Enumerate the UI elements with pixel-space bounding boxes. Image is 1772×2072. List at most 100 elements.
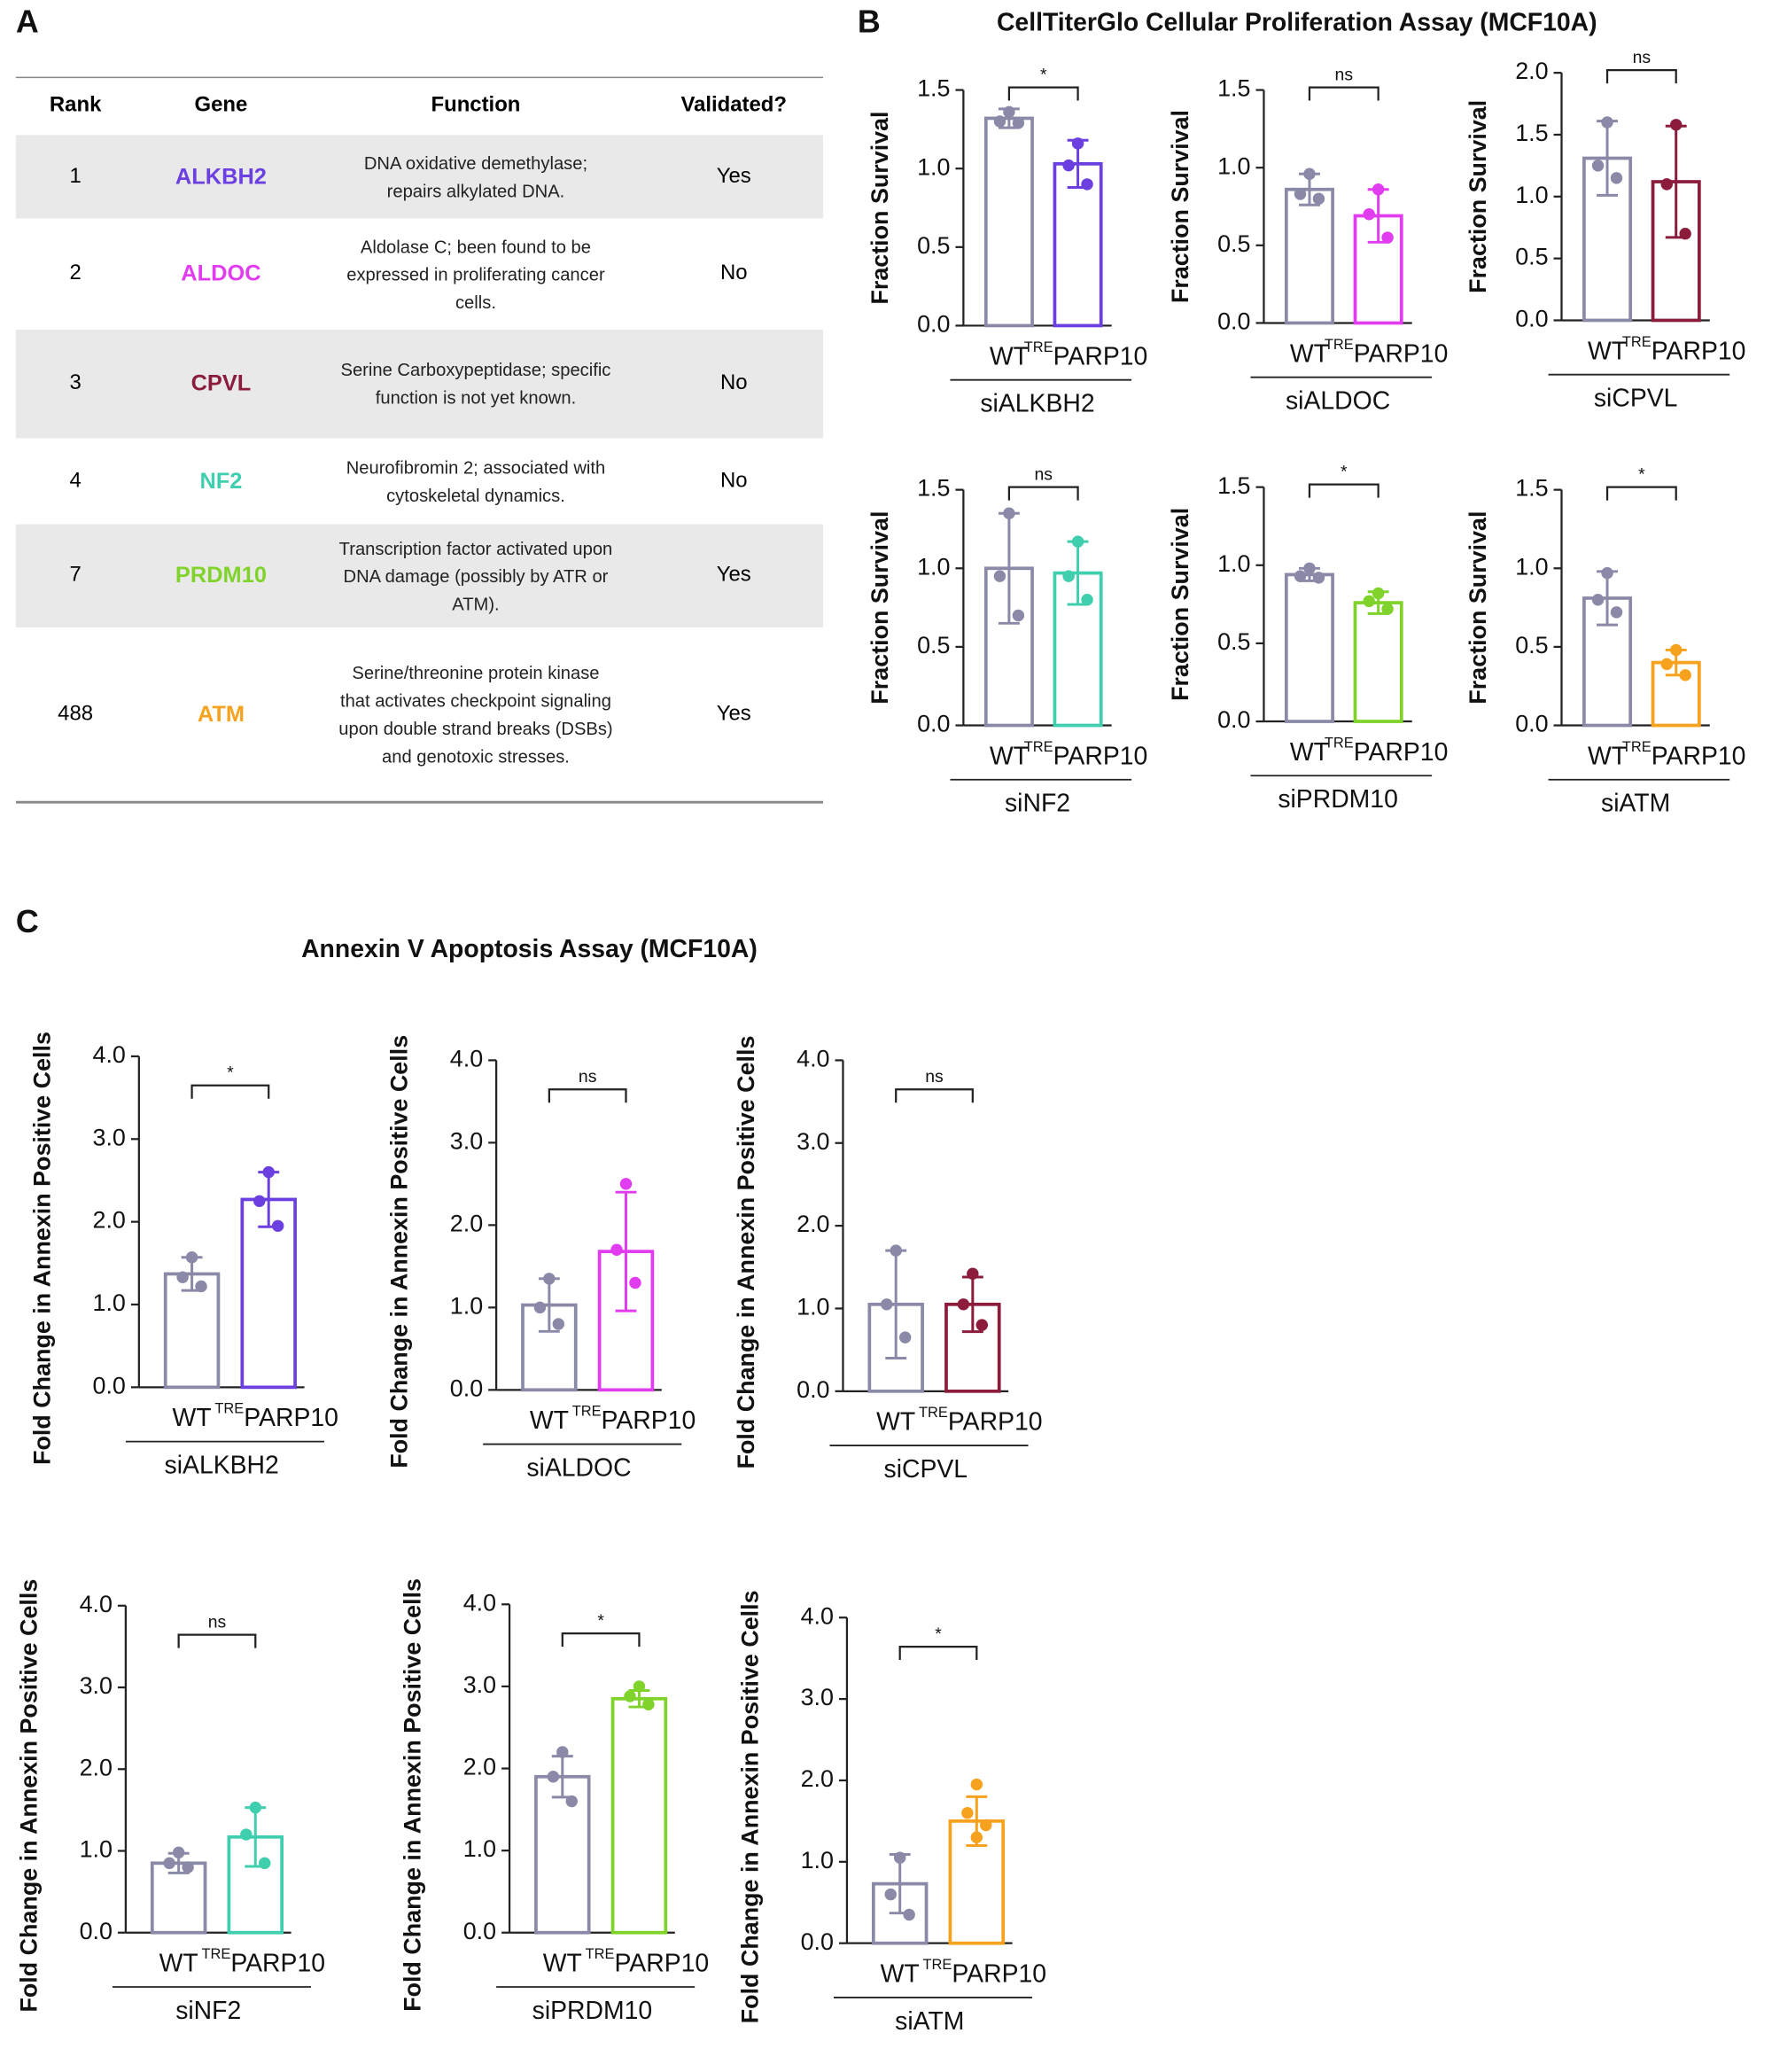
data-point	[1071, 535, 1084, 548]
y-axis-label: Fold Change in Annexin Positive Cells	[28, 1032, 55, 1465]
y-tick-label: 1.0	[80, 1836, 113, 1863]
significance-bracket	[895, 1088, 974, 1103]
group-label: siCPVL	[1594, 385, 1678, 413]
significance-label: *	[1341, 462, 1348, 481]
x-tick-label: TREPARP10	[923, 1957, 1047, 1988]
data-point	[898, 1331, 912, 1344]
category-label: WT	[990, 342, 1029, 370]
data-point	[629, 1276, 641, 1289]
significance-label: ns	[1034, 464, 1053, 484]
panel-title: CellTiterGlo Cellular Proliferation Assa…	[997, 8, 1597, 36]
x-tick-label: WT	[1290, 737, 1329, 766]
significance-bracket	[1007, 486, 1079, 501]
category-superscript: TRE	[214, 1401, 244, 1417]
y-axis-label: Fold Change in Annexin Positive Cells	[736, 1590, 763, 2023]
category-label: PARP10	[602, 1406, 696, 1435]
category-superscript: TRE	[923, 1957, 952, 1973]
panel-title: Annexin V Apoptosis Assay (MCF10A)	[301, 935, 758, 963]
x-tick-label: TREPARP10	[572, 1404, 696, 1435]
y-tick-label: 4.0	[797, 1046, 829, 1072]
data-point	[961, 1806, 974, 1819]
data-point	[163, 1857, 175, 1870]
y-tick-label: 0.0	[917, 711, 950, 737]
data-point	[890, 1244, 902, 1257]
validated: No	[719, 469, 748, 492]
y-tick-label: 1.5	[917, 475, 950, 502]
x-tick-label: WT	[1290, 339, 1329, 368]
data-point	[1372, 183, 1385, 196]
data-point	[556, 1746, 569, 1758]
category-superscript: TRE	[1325, 337, 1354, 353]
rank: 1	[69, 164, 82, 188]
group-label: siALDOC	[526, 1453, 631, 1482]
y-tick-label: 0.0	[917, 311, 950, 338]
group-label: siALDOC	[1286, 387, 1390, 416]
y-tick-label: 0.0	[1515, 306, 1548, 332]
group-label: siCPVL	[884, 1455, 968, 1484]
x-tick-label: WT	[543, 1949, 582, 1977]
y-axis-label: Fraction Survival	[867, 111, 893, 304]
data-point	[970, 1831, 983, 1843]
data-point	[993, 570, 1006, 582]
significance-label: *	[597, 1611, 604, 1631]
x-tick-label: TREPARP10	[1024, 739, 1148, 770]
data-point	[642, 1698, 655, 1711]
data-point	[240, 1828, 253, 1841]
significance-label: ns	[208, 1612, 227, 1632]
category-label: WT	[173, 1404, 212, 1432]
y-tick-label: 0.0	[801, 1928, 834, 1955]
data-point	[1312, 192, 1325, 205]
y-tick-label: 1.5	[1515, 120, 1548, 146]
data-point	[176, 1271, 189, 1283]
table-row: 1 ALKBH2 DNA oxidative demethylase; repair…	[15, 135, 824, 220]
table-row: 3 CPVL Serine Carboxypeptidase; specific f…	[15, 329, 824, 440]
rank: 488	[58, 702, 94, 725]
data-point	[547, 1771, 560, 1783]
validated: No	[719, 371, 748, 395]
function: Serine/threonine protein kinase that act…	[338, 662, 613, 767]
significance-bracket	[1308, 86, 1380, 101]
data-point	[1669, 119, 1683, 131]
y-tick-label: 2.0	[797, 1211, 829, 1237]
data-point	[1660, 658, 1673, 671]
x-tick-label: TREPARP10	[1325, 337, 1449, 368]
x-tick-label: WT	[990, 742, 1029, 770]
data-point	[1679, 669, 1691, 682]
gene: ALKBH2	[175, 163, 267, 189]
validated: Yes	[716, 164, 751, 188]
y-tick-label: 0.5	[1217, 628, 1250, 655]
data-point	[624, 1690, 636, 1702]
table-row: 488 ATM Serine/threonine protein kinase th…	[15, 628, 824, 801]
data-point	[552, 1318, 565, 1330]
significance-label: *	[1040, 65, 1047, 84]
gene: NF2	[199, 468, 243, 494]
y-tick-label: 2.0	[93, 1207, 126, 1234]
header-cell: Gene	[194, 94, 248, 117]
data-point	[1591, 160, 1605, 172]
data-point	[1363, 595, 1375, 608]
data-point	[1312, 572, 1325, 584]
group-label: siATM	[1601, 790, 1670, 818]
rank: 7	[69, 564, 82, 587]
data-point	[565, 1795, 578, 1808]
category-label: PARP10	[948, 1407, 1043, 1436]
y-axis-label: Fold Change in Annexin Positive Cells	[400, 1578, 426, 2012]
x-tick-label: WT	[881, 1959, 920, 1988]
validated: No	[719, 261, 748, 285]
panel-label: C	[16, 904, 39, 939]
y-axis-label: Fold Change in Annexin Positive Cells	[15, 1579, 42, 2013]
data-point	[1003, 507, 1015, 519]
rank: 2	[69, 261, 82, 285]
x-tick-label: TREPARP10	[201, 1946, 325, 1977]
data-point	[1294, 188, 1307, 200]
category-label: PARP10	[230, 1949, 325, 1977]
y-tick-label: 1.0	[450, 1292, 483, 1319]
gene-table: Rank Gene Function Validated? 1 ALKBH2 DNA oxi…	[15, 76, 824, 804]
y-tick-label: 1.0	[797, 1294, 829, 1320]
category-label: PARP10	[614, 1949, 709, 1977]
y-axis-label: Fraction Survival	[1465, 100, 1491, 293]
y-tick-label: 2.0	[80, 1754, 113, 1780]
y-tick-label: 1.5	[1217, 75, 1250, 102]
x-tick-label: TREPARP10	[919, 1406, 1043, 1437]
